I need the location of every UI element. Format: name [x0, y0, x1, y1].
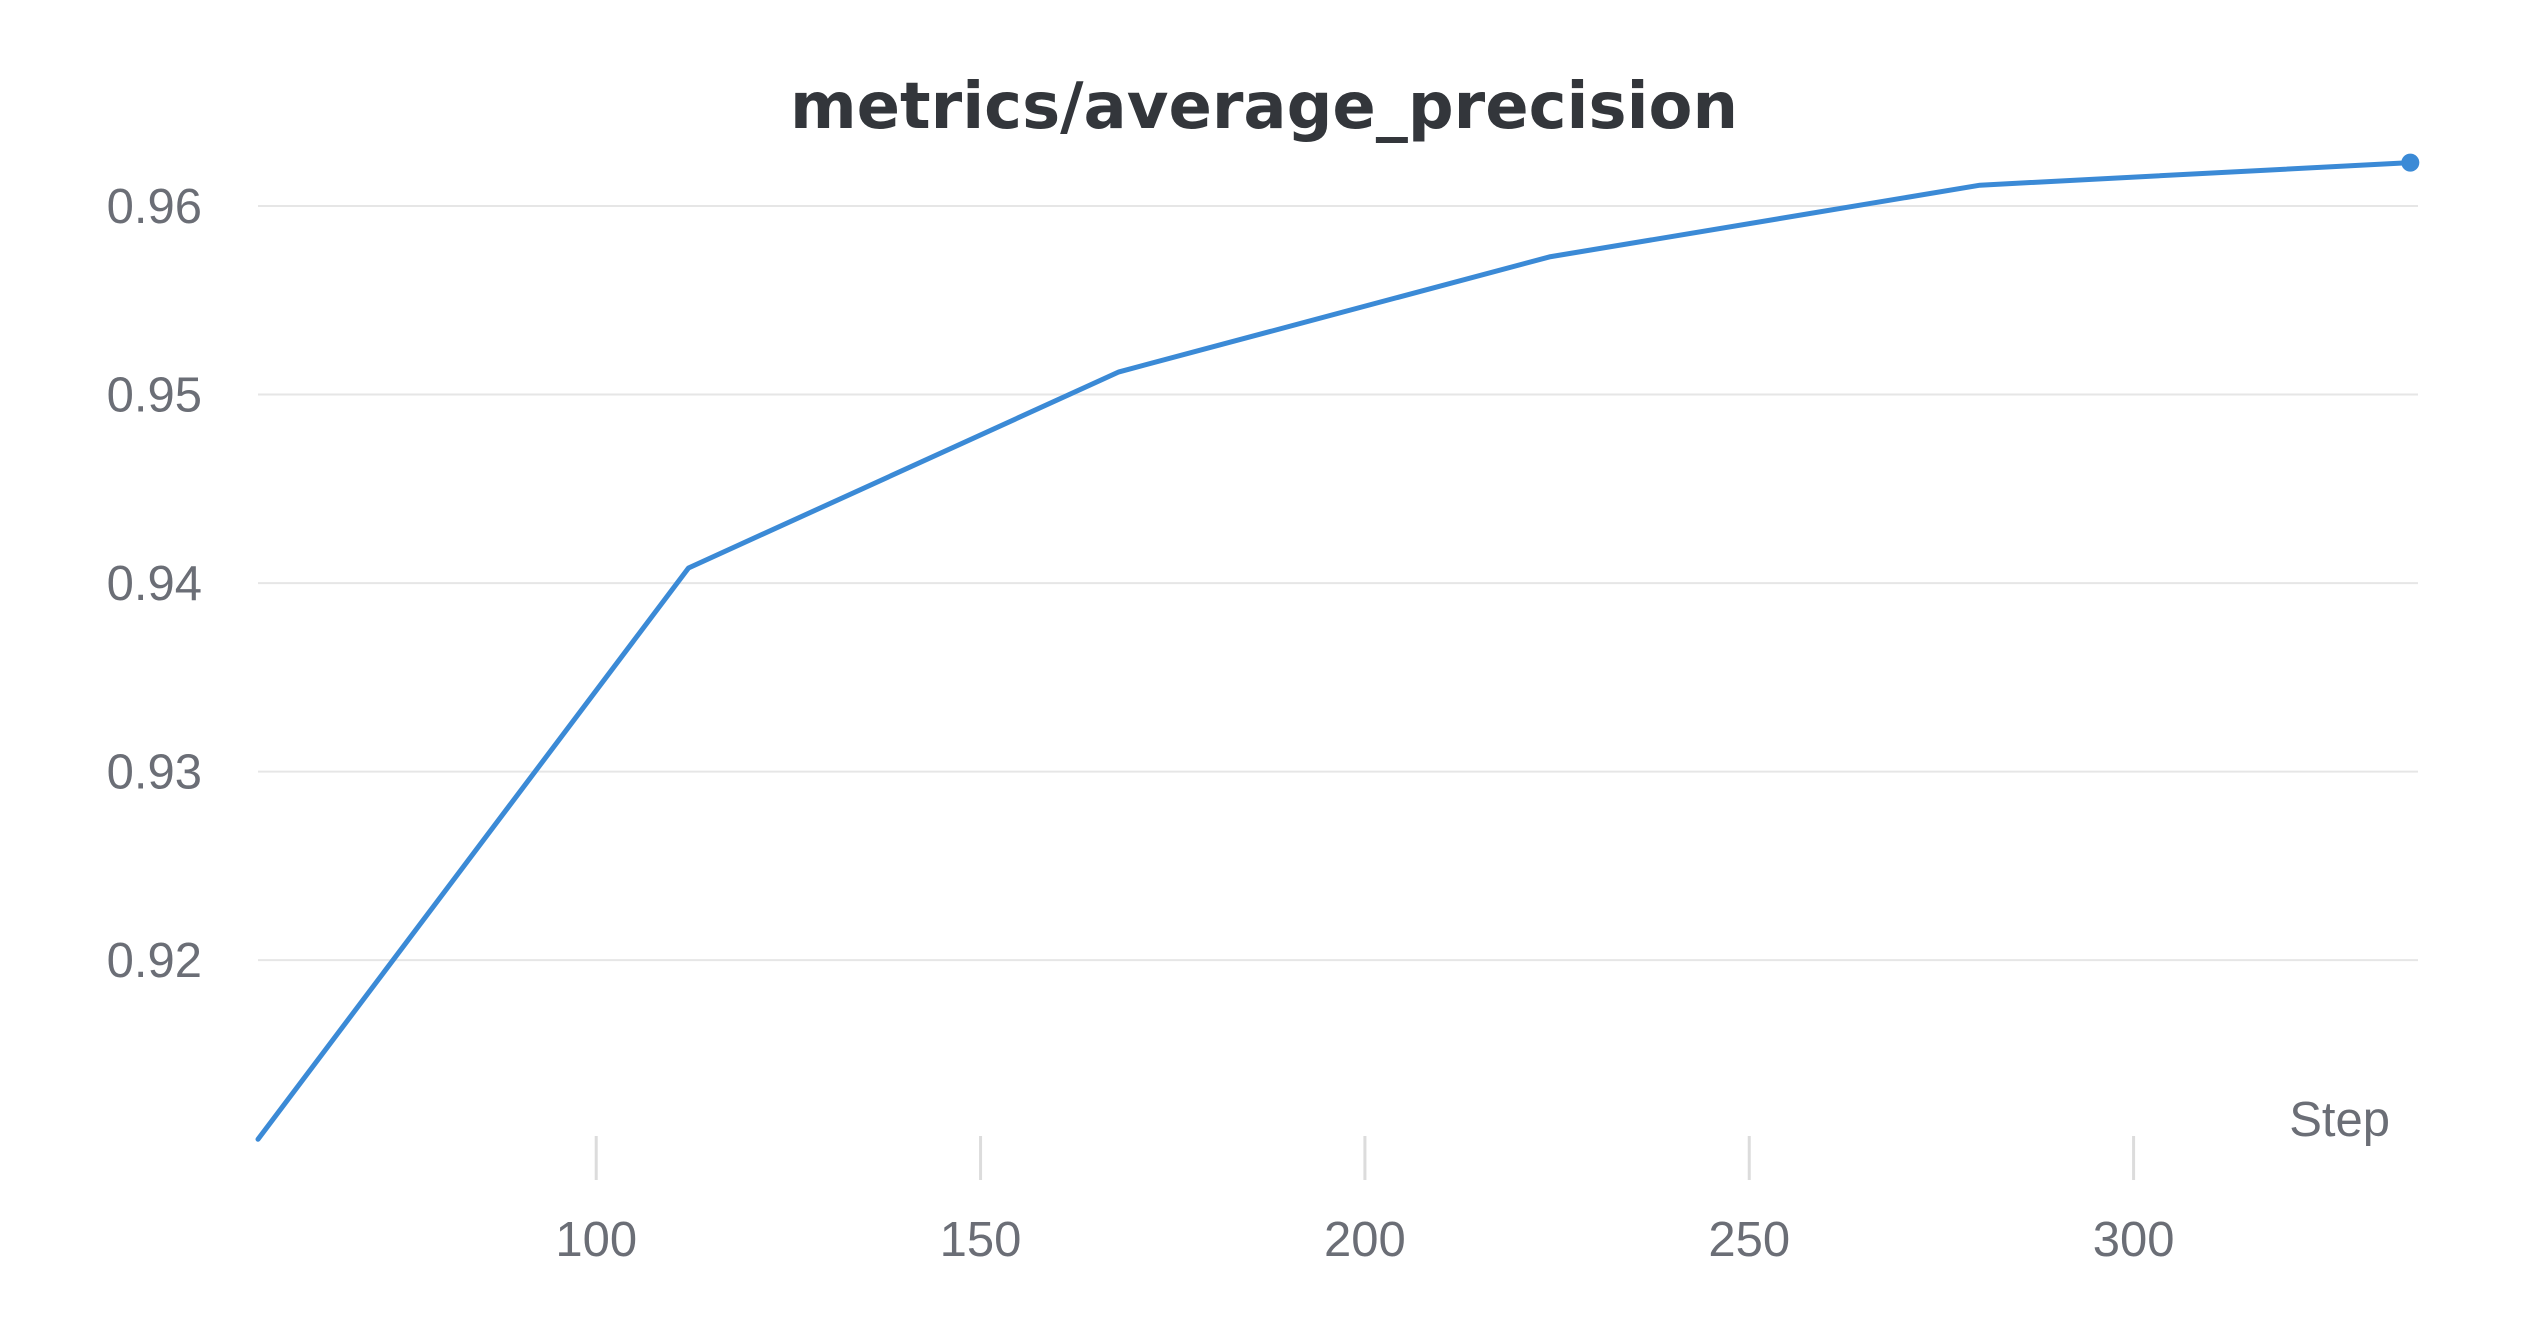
- y-axis: 0.92 0.93 0.94 0.95 0.96: [107, 180, 202, 988]
- x-tick-label: 150: [940, 1213, 1022, 1267]
- data-point: [2401, 153, 2420, 172]
- y-tick-label: 0.93: [107, 746, 202, 800]
- x-tick-label: 300: [2093, 1213, 2175, 1267]
- grid-lines: [258, 204, 2418, 962]
- x-axis-label: Step: [2289, 1093, 2390, 1147]
- x-axis: 100 150 200 250 300: [555, 1136, 2174, 1267]
- series-line: [255, 160, 2413, 1142]
- x-tick-label: 250: [1708, 1213, 1790, 1267]
- series-layer: [255, 153, 2420, 1142]
- y-tick-label: 0.95: [107, 369, 202, 423]
- chart-title: metrics/average_precision: [790, 70, 1738, 144]
- x-tick-label: 200: [1324, 1213, 1406, 1267]
- y-tick-label: 0.92: [107, 934, 202, 988]
- y-tick-label: 0.94: [107, 557, 202, 611]
- x-tick-label: 100: [555, 1213, 637, 1267]
- y-tick-label: 0.96: [107, 180, 202, 234]
